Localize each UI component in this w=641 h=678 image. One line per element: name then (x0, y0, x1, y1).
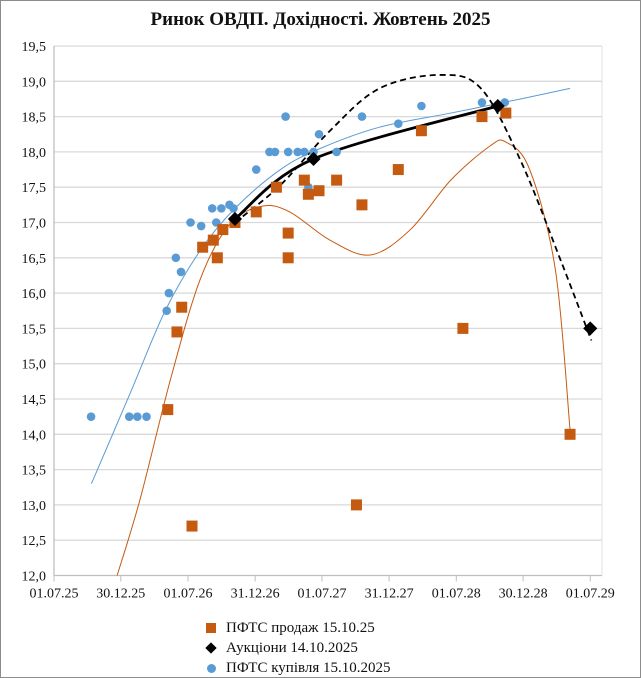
buy-point (293, 147, 303, 157)
y-tick-label: 19,0 (22, 75, 47, 90)
buy-point (251, 165, 261, 174)
buy-point (86, 412, 96, 421)
sell-point (171, 326, 183, 338)
buy-point (357, 112, 367, 121)
buy-point (417, 101, 426, 111)
sell-point (350, 499, 362, 511)
buy-point (176, 267, 186, 277)
sell-point (162, 404, 174, 416)
x-tick-label: 31.12.26 (231, 587, 280, 602)
diamond-marker-icon (205, 642, 217, 654)
buy-point (393, 119, 403, 128)
buy-point (300, 147, 309, 157)
legend-item-sell: ПФТС продаж 15.10.25 (196, 618, 391, 638)
x-tick-label: 31.12.27 (365, 587, 414, 602)
sell-point (313, 185, 325, 197)
buy-point (133, 412, 142, 421)
sell-point (331, 174, 343, 186)
y-tick-label: 15,0 (22, 358, 47, 373)
sell-point (282, 227, 294, 239)
sell-point (415, 125, 427, 137)
sell-point (270, 181, 282, 193)
sell-point (207, 234, 219, 246)
sell-point (356, 199, 368, 211)
buy-point (124, 412, 134, 421)
sell-point (500, 107, 512, 119)
y-tick-label: 12,5 (22, 534, 47, 549)
auction-point (306, 151, 321, 167)
legend-label: ПФТС продаж 15.10.25 (226, 619, 375, 636)
sell-point (250, 206, 262, 218)
chart-title: Ринок ОВДП. Дохідності. Жовтень 2025 (150, 9, 491, 30)
x-tick-label: 01.07.27 (297, 587, 346, 602)
buy-point (196, 221, 206, 231)
auction-point (490, 98, 505, 114)
y-tick-label: 14,5 (22, 393, 47, 408)
buy-point (186, 218, 195, 227)
legend-item-buy: ПФТС купівля 15.10.2025 (196, 658, 391, 678)
buy-point (162, 306, 171, 316)
sell-point (176, 301, 188, 313)
buy-point (207, 204, 217, 213)
buy-point (217, 204, 226, 213)
y-tick-label: 18,5 (22, 111, 47, 126)
x-tick-label: 01.07.25 (30, 587, 79, 602)
sell-point (392, 164, 404, 176)
y-tick-label: 15,5 (22, 322, 47, 337)
buy-point (171, 253, 181, 263)
sell-point (211, 252, 223, 264)
y-tick-label: 16,5 (22, 252, 47, 267)
sell-trendline (116, 139, 571, 576)
auction-point (583, 321, 598, 336)
sell-point (302, 188, 314, 200)
buy-point (477, 98, 487, 107)
buy-point (270, 147, 280, 157)
buy-point (229, 204, 238, 213)
y-tick-label: 18,0 (22, 146, 47, 161)
y-tick-label: 12,0 (22, 570, 47, 585)
sell-point (457, 322, 469, 334)
sell-point (217, 224, 229, 236)
legend-item-auctions: Аукціони 14.10.2025 (196, 638, 391, 658)
y-tick-label: 13,0 (22, 499, 47, 514)
circle-marker-icon (206, 663, 216, 673)
y-tick-label: 14,0 (22, 428, 47, 443)
x-tick-label: 01.07.28 (432, 587, 481, 602)
buy-point (283, 147, 293, 157)
sell-point (282, 252, 294, 264)
legend-label: ПФТС купівля 15.10.2025 (226, 659, 391, 676)
y-tick-label: 16,0 (22, 287, 47, 302)
square-marker-icon (206, 623, 216, 633)
buy-point (332, 147, 341, 157)
auction-line (234, 104, 499, 221)
legend: ПФТС продаж 15.10.25 Аукціони 14.10.2025… (196, 618, 391, 678)
sell-point (298, 174, 310, 186)
x-tick-label: 01.07.29 (566, 587, 615, 602)
x-tick-label: 30.12.25 (96, 587, 145, 602)
y-tick-label: 19,5 (22, 40, 47, 55)
y-tick-label: 17,5 (22, 181, 47, 196)
buy-point (314, 129, 324, 139)
sell-point (476, 111, 488, 123)
sell-point (186, 520, 198, 532)
auction-point (227, 211, 243, 227)
buy-point (164, 288, 174, 298)
legend-label: Аукціони 14.10.2025 (226, 639, 358, 656)
sell-point (564, 428, 576, 440)
x-tick-label: 01.07.26 (163, 587, 212, 602)
buy-point (281, 112, 290, 121)
buy-trendline (90, 87, 571, 484)
y-tick-label: 17,0 (22, 217, 47, 232)
buy-point (142, 412, 151, 421)
y-tick-label: 13,5 (22, 464, 47, 479)
sell-point (197, 241, 209, 253)
x-tick-label: 30.12.28 (499, 587, 548, 602)
